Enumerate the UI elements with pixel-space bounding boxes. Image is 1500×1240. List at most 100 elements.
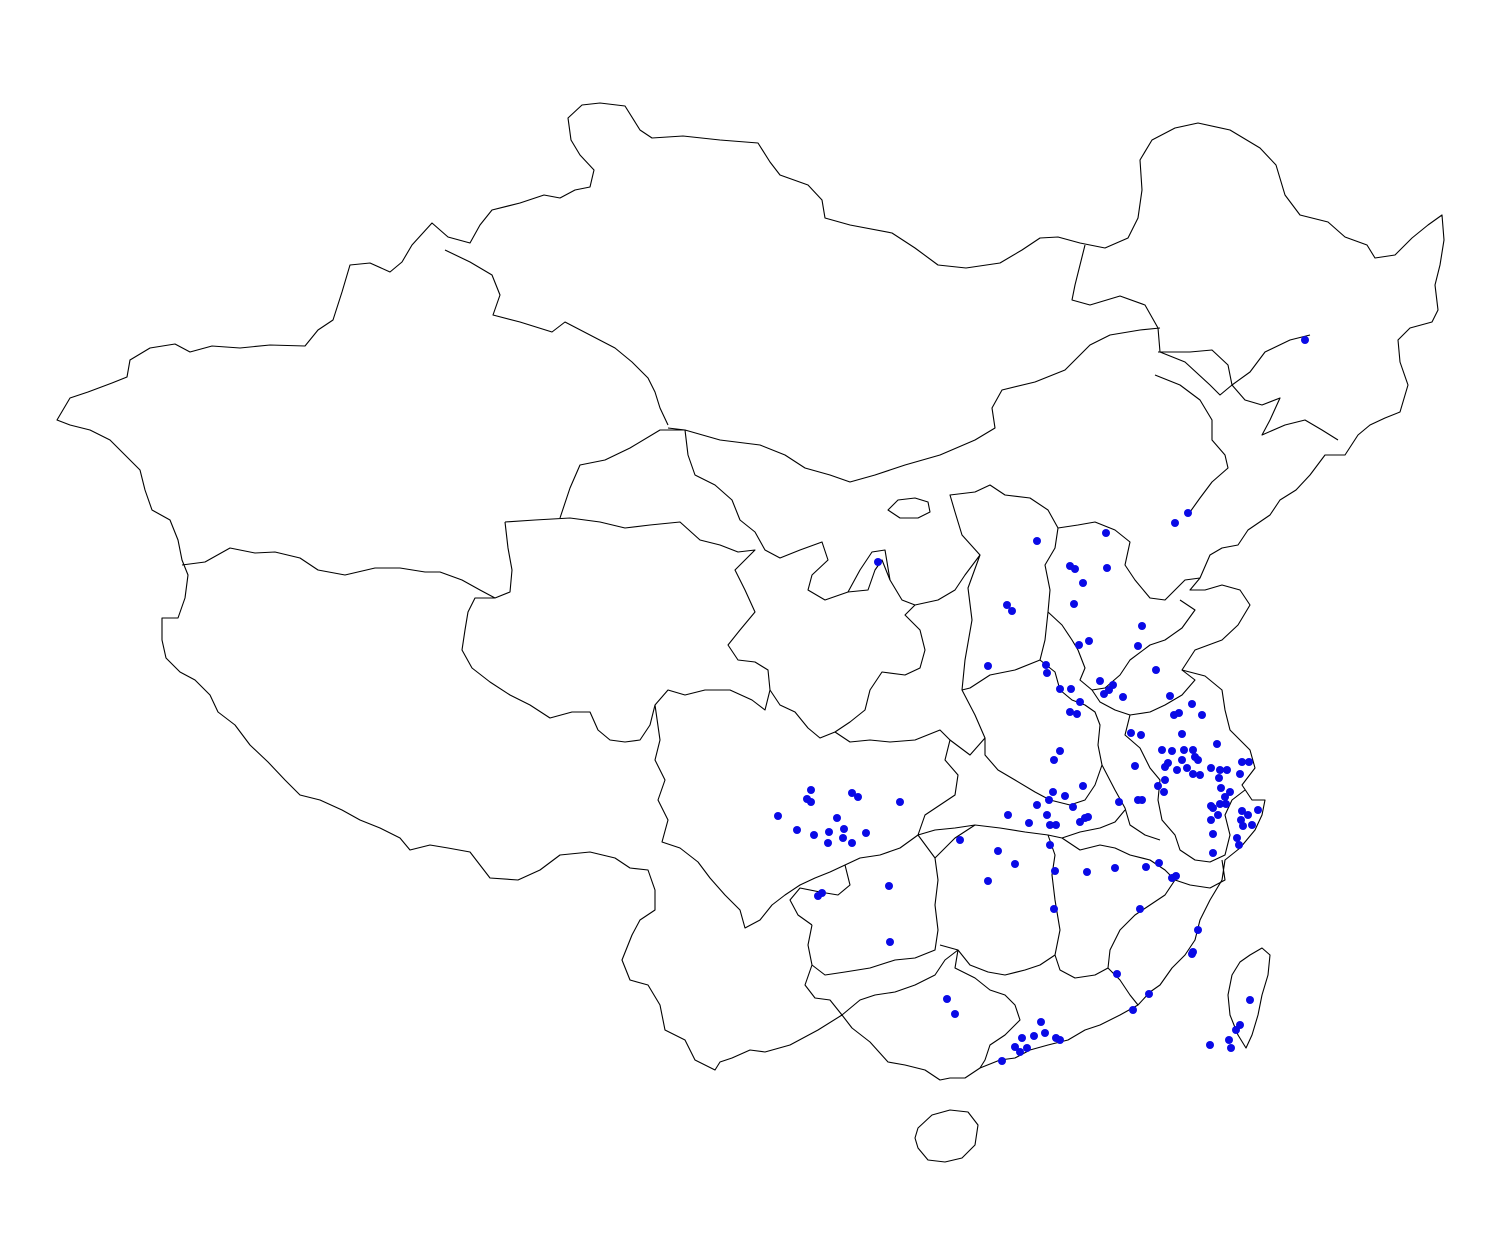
survey-point [1154,782,1162,790]
survey-point [862,829,870,837]
survey-point [951,1010,959,1018]
sichuan-border [654,704,919,929]
survey-point [1079,579,1087,587]
survey-point [1206,1041,1214,1049]
survey-point [1214,811,1222,819]
survey-point [1168,747,1176,755]
survey-point [1042,661,1050,669]
survey-point [1103,564,1111,572]
survey-point [1069,803,1077,811]
survey-point [1207,816,1215,824]
survey-point [984,877,992,885]
survey-point [810,831,818,839]
survey-point [1041,1029,1049,1037]
survey-point [1161,776,1169,784]
survey-point [1173,766,1181,774]
henan-border [984,659,1103,806]
survey-point [1171,519,1179,527]
survey-point [1227,1044,1235,1052]
survey-point [1239,822,1247,830]
survey-point [1056,747,1064,755]
jiangxi-border [1054,837,1176,979]
survey-point [1037,1018,1045,1026]
survey-point [1050,756,1058,764]
inner-mongolia-border [667,327,1161,483]
survey-point [1023,1044,1031,1052]
survey-point [1134,642,1142,650]
survey-point [1076,698,1084,706]
survey-point [1131,762,1139,770]
survey-point [1073,710,1081,718]
survey-point [1056,1036,1064,1044]
hebei-inner-border [1047,599,1196,691]
survey-point [1196,771,1204,779]
guangxi-border [954,949,1021,1069]
survey-point [1102,529,1110,537]
survey-point [839,834,847,842]
survey-point [833,814,841,822]
yunnan-border [804,964,843,1016]
survey-point [1004,811,1012,819]
survey-point [1244,811,1252,819]
survey-point [956,836,964,844]
survey-points [774,336,1309,1065]
survey-point [1236,1021,1244,1029]
shanxi-border [949,484,1059,691]
survey-point [1160,788,1168,796]
survey-point [1061,792,1069,800]
survey-point [1067,685,1075,693]
survey-point [1025,819,1033,827]
survey-point [1127,729,1135,737]
survey-point [1213,740,1221,748]
survey-point [1008,607,1016,615]
survey-point [1222,800,1230,808]
anhui-west-border [1101,764,1161,841]
shaanxi-border [834,554,986,756]
survey-point [1051,867,1059,875]
survey-point [825,828,833,836]
survey-point [1155,859,1163,867]
survey-point [824,839,832,847]
survey-point [1115,798,1123,806]
survey-point [1209,849,1217,857]
hebei-border [1057,521,1201,601]
survey-point [1246,996,1254,1004]
survey-point [998,1057,1006,1065]
survey-point [994,847,1002,855]
qinghai-lake [887,497,931,519]
survey-point [1066,708,1074,716]
survey-point [1221,793,1229,801]
survey-point [1238,758,1246,766]
survey-point [1175,709,1183,717]
survey-point [1301,336,1309,344]
survey-point [1046,841,1054,849]
survey-point [1158,746,1166,754]
survey-point [886,938,894,946]
survey-point [1225,1036,1233,1044]
survey-point [1142,863,1150,871]
hunan-border [934,824,1061,976]
survey-point [1113,970,1121,978]
survey-point [1033,801,1041,809]
survey-point [1070,600,1078,608]
survey-point [1161,763,1169,771]
survey-point [1081,814,1089,822]
survey-point [807,786,815,794]
mainland-outline [56,102,1445,1081]
survey-point [1235,841,1243,849]
survey-point [1145,990,1153,998]
survey-point [793,826,801,834]
xinjiang-tibet-border [181,521,513,599]
survey-point [774,812,782,820]
survey-point [1075,641,1083,649]
survey-point [1166,692,1174,700]
survey-point [1030,1032,1038,1040]
survey-point [1216,766,1224,774]
survey-point [1011,1043,1019,1051]
survey-point [1238,807,1246,815]
survey-point [1168,874,1176,882]
survey-point [1052,821,1060,829]
survey-point [1254,806,1262,814]
guizhou-border [807,834,939,976]
